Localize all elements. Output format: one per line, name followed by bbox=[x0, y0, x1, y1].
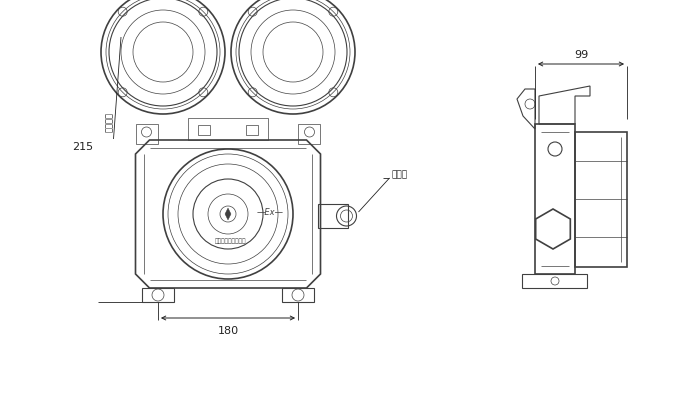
Text: 180: 180 bbox=[218, 325, 239, 335]
Text: 填料函: 填料函 bbox=[391, 170, 407, 179]
Bar bbox=[198, 126, 210, 136]
Text: 215: 215 bbox=[72, 142, 94, 152]
Bar bbox=[136, 125, 158, 145]
Polygon shape bbox=[225, 209, 231, 220]
Bar bbox=[318, 204, 349, 229]
Bar bbox=[535, 125, 575, 274]
Bar bbox=[142, 288, 174, 302]
Text: 防爆堪头: 防爆堪头 bbox=[105, 112, 114, 132]
Bar bbox=[246, 126, 258, 136]
Bar bbox=[298, 125, 321, 145]
Text: —Ex—: —Ex— bbox=[256, 208, 284, 217]
Text: 99: 99 bbox=[574, 50, 588, 60]
Bar bbox=[188, 119, 268, 141]
Bar bbox=[282, 288, 314, 302]
Bar bbox=[522, 274, 587, 288]
Text: 集中配电源集中控制: 集中配电源集中控制 bbox=[214, 238, 246, 243]
Bar bbox=[575, 132, 627, 267]
